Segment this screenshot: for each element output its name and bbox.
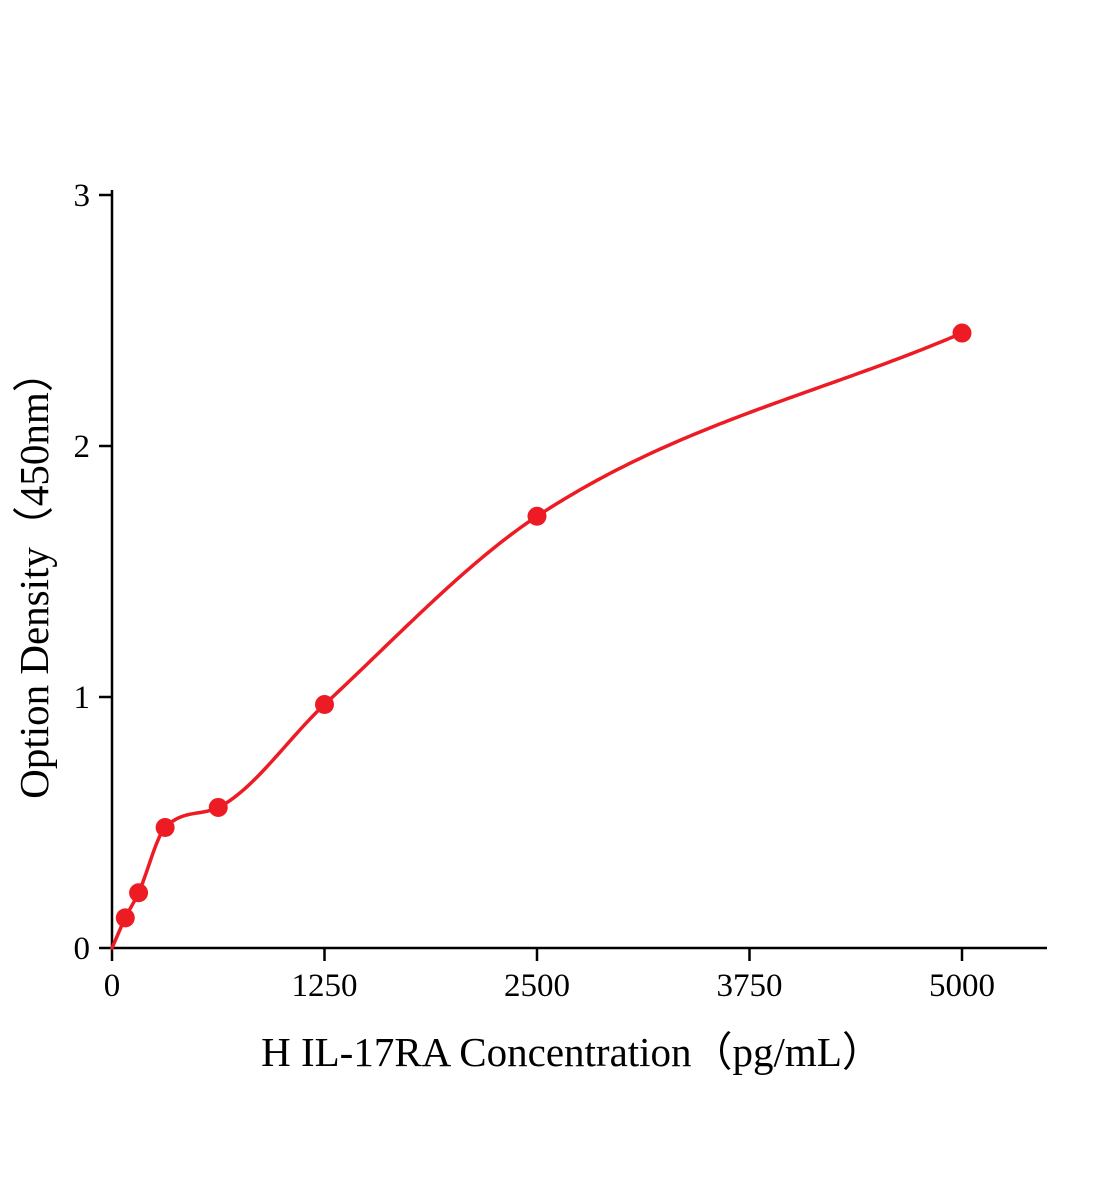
x-tick-label: 1250 <box>292 968 358 1004</box>
x-tick-label: 2500 <box>504 968 570 1004</box>
data-point <box>315 695 334 715</box>
data-point <box>527 506 547 526</box>
data-point <box>155 818 175 838</box>
x-axis-title: H IL-17RA Concentration（pg/mL） <box>261 1029 883 1075</box>
data-point <box>129 883 149 903</box>
y-tick-label: 3 <box>74 178 91 214</box>
data-point <box>952 323 972 343</box>
x-tick-label: 0 <box>104 968 121 1004</box>
y-axis-title: Option Density（450nm） <box>11 351 57 799</box>
x-tick-label: 5000 <box>929 968 995 1004</box>
y-tick-label: 2 <box>74 429 91 465</box>
y-tick-label: 0 <box>74 931 91 967</box>
x-tick-label: 3750 <box>717 968 783 1004</box>
plot-area: 0 1250 2500 3750 5000 0 1 2 3 <box>74 178 1047 1004</box>
data-point <box>115 908 135 928</box>
y-tick-label: 1 <box>74 680 91 716</box>
data-point <box>208 797 228 817</box>
fitted-curve <box>110 331 964 950</box>
